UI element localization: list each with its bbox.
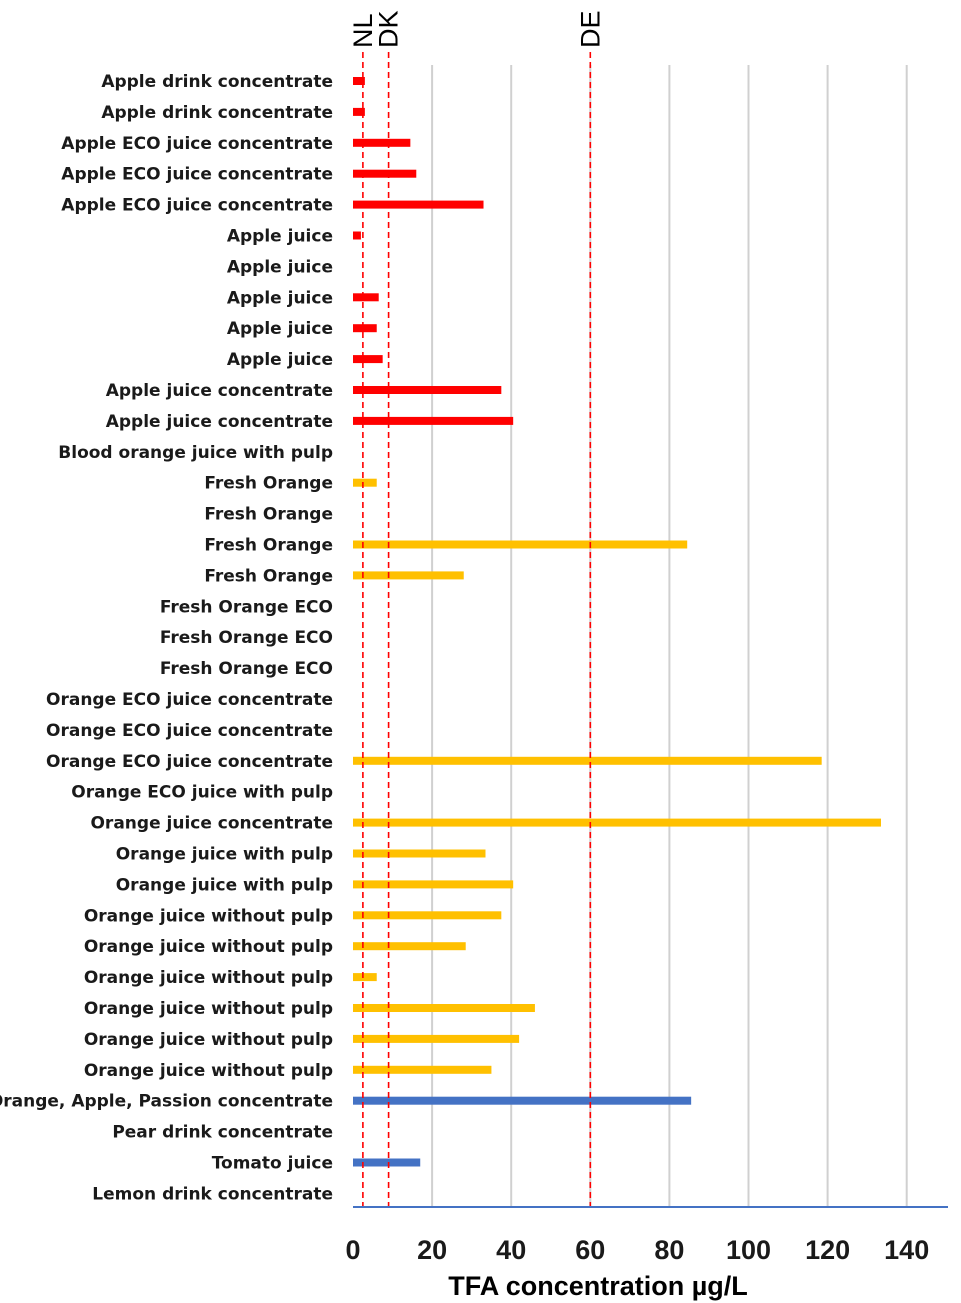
bar-7 (353, 293, 379, 302)
bar-15 (353, 540, 688, 549)
reference-label-nl: NL (348, 13, 378, 48)
category-label-28: Orange juice without pulp (84, 937, 333, 957)
bar-1 (353, 107, 365, 116)
category-label-22: Orange ECO juice concentrate (46, 752, 333, 772)
category-label-33: Orange, Apple, Passion concentrate (0, 1092, 333, 1112)
category-label-4: Apple ECO juice concentrate (61, 196, 333, 216)
category-label-34: Pear drink concentrate (112, 1123, 333, 1143)
bar-29 (353, 973, 377, 982)
x-axis: 0 20 40 60 80 100 120 140 (345, 1206, 948, 1265)
x-tick-label-100: 100 (726, 1235, 771, 1265)
category-label-10: Apple juice concentrate (106, 381, 333, 401)
bar-22 (353, 756, 822, 765)
x-tick-label-60: 60 (575, 1235, 605, 1265)
bars (353, 77, 881, 1167)
bar-26 (353, 880, 514, 889)
bar-30 (353, 1004, 535, 1012)
category-label-1: Apple drink concentrate (101, 103, 333, 123)
category-labels: Apple drink concentrate Apple drink conce… (0, 72, 333, 1204)
category-label-26: Orange juice with pulp (116, 875, 333, 895)
category-label-12: Blood orange juice with pulp (58, 443, 333, 463)
bar-2 (353, 138, 411, 147)
x-tick-label-40: 40 (496, 1235, 526, 1265)
x-tick-label-120: 120 (805, 1235, 850, 1265)
x-axis-title: TFA concentration µg/L (448, 1271, 748, 1301)
category-label-19: Fresh Orange ECO (160, 659, 333, 679)
bar-35 (353, 1158, 421, 1167)
category-label-24: Orange juice concentrate (90, 814, 333, 834)
category-label-15: Fresh Orange (204, 536, 333, 556)
bar-9 (353, 355, 383, 364)
bar-28 (353, 942, 466, 951)
category-label-11: Apple juice concentrate (106, 412, 333, 432)
category-label-20: Orange ECO juice concentrate (46, 690, 333, 710)
bar-32 (353, 1065, 492, 1074)
category-label-25: Orange juice with pulp (116, 845, 333, 865)
bar-16 (353, 571, 464, 580)
x-tick-label-140: 140 (884, 1235, 929, 1265)
bar-25 (353, 849, 486, 858)
category-label-5: Apple juice (227, 227, 333, 247)
bar-13 (353, 478, 377, 487)
bar-3 (353, 169, 417, 178)
x-tick-label-0: 0 (345, 1235, 360, 1265)
category-label-36: Lemon drink concentrate (92, 1184, 333, 1204)
bar-4 (353, 200, 484, 209)
category-label-23: Orange ECO juice with pulp (71, 783, 333, 803)
category-label-8: Apple juice (227, 319, 333, 339)
bar-24 (353, 818, 881, 827)
category-label-0: Apple drink concentrate (101, 72, 333, 92)
category-label-2: Apple ECO juice concentrate (61, 134, 333, 154)
category-label-30: Orange juice without pulp (84, 999, 333, 1019)
bar-33 (353, 1096, 692, 1105)
x-tick-label-80: 80 (654, 1235, 684, 1265)
category-label-17: Fresh Orange ECO (160, 597, 333, 617)
bar-27 (353, 911, 502, 920)
category-label-9: Apple juice (227, 350, 333, 370)
category-label-27: Orange juice without pulp (84, 906, 333, 926)
reference-label-dk: DK (374, 10, 404, 48)
category-label-18: Fresh Orange ECO (160, 628, 333, 648)
reference-label-de: DE (575, 10, 605, 48)
bar-8 (353, 324, 377, 333)
category-label-35: Tomato juice (212, 1154, 333, 1174)
bar-5 (353, 231, 361, 240)
category-label-3: Apple ECO juice concentrate (61, 165, 333, 185)
category-label-7: Apple juice (227, 288, 333, 308)
bar-31 (353, 1034, 520, 1043)
category-label-14: Fresh Orange (204, 505, 333, 525)
category-label-16: Fresh Orange (204, 566, 333, 586)
category-label-29: Orange juice without pulp (84, 968, 333, 988)
category-label-6: Apple juice (227, 257, 333, 277)
bar-0 (353, 77, 365, 85)
x-tick-label-20: 20 (417, 1235, 447, 1265)
category-label-21: Orange ECO juice concentrate (46, 721, 333, 741)
category-label-32: Orange juice without pulp (84, 1061, 333, 1081)
category-label-13: Fresh Orange (204, 474, 333, 494)
bar-10 (353, 386, 502, 394)
category-label-31: Orange juice without pulp (84, 1030, 333, 1050)
bar-11 (353, 416, 514, 425)
